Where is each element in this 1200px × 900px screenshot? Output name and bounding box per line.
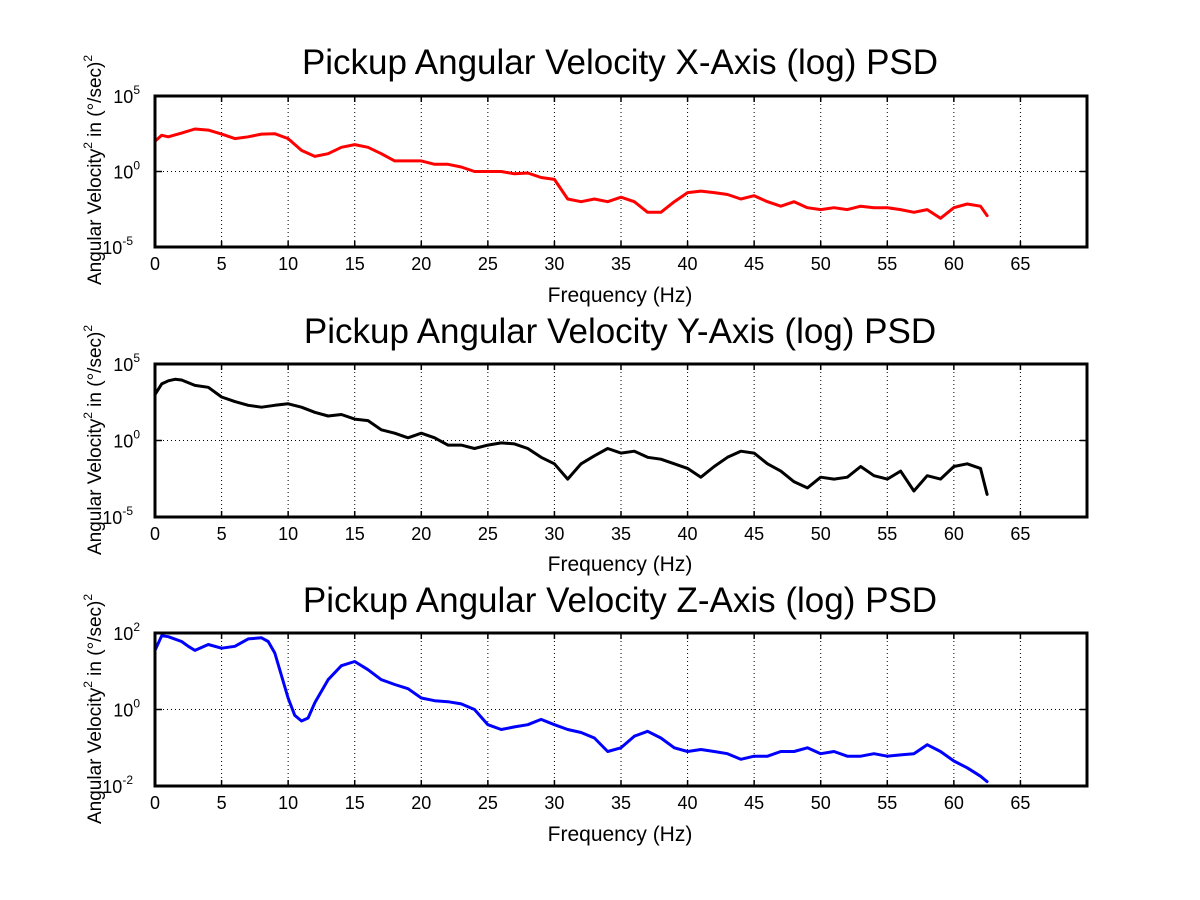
x-tick-label: 65 (1010, 254, 1030, 274)
plot-area: 0 5 10 15 20 25 30 35 40 45 50 55 60 65 10-5 100 105 (102, 351, 1089, 544)
y-tick-label: 100 (113, 697, 140, 721)
y-tick-label: 105 (113, 351, 140, 375)
x-tick-label: 0 (150, 254, 160, 274)
x-tick-label: 60 (944, 793, 964, 813)
x-tick-label: 35 (611, 524, 631, 544)
x-tick-label: 5 (217, 524, 227, 544)
series-line (153, 127, 989, 220)
x-tick-label: 55 (877, 793, 897, 813)
y-tick-label: 10-5 (102, 504, 133, 528)
y-tick-label: 10-5 (102, 234, 133, 258)
x-tick-label: 25 (478, 524, 498, 544)
x-tick-label: 20 (411, 254, 431, 274)
x-tick-label: 60 (944, 254, 964, 274)
x-tick-label: 25 (478, 793, 498, 813)
series-line (153, 634, 989, 784)
x-tick-label: 30 (544, 524, 564, 544)
x-tick-label: 15 (345, 793, 365, 813)
series-line (153, 377, 989, 496)
plot-area: 0 5 10 15 20 25 30 35 40 45 50 55 60 65 10-2 100 102 (102, 620, 1089, 813)
x-tick-label: 25 (478, 254, 498, 274)
plot-area: 0 5 10 15 20 25 30 35 40 45 50 55 60 65 10-5 100 105 (102, 83, 1089, 274)
y-axis-label: Angular Velocity2 in (°/sec)2 (81, 594, 106, 824)
x-tick-label: 65 (1010, 793, 1030, 813)
x-tick-label: 35 (611, 793, 631, 813)
x-tick-label: 45 (744, 793, 764, 813)
x-tick-label: 30 (544, 793, 564, 813)
x-tick-label: 55 (877, 254, 897, 274)
y-tick-label: 100 (113, 159, 140, 183)
x-axis-label: Frequency (Hz) (548, 284, 693, 307)
chart-title: Pickup Angular Velocity Y-Axis (log) PSD (304, 312, 936, 351)
x-tick-label: 10 (278, 793, 298, 813)
panel-y-axis: Pickup Angular Velocity Y-Axis (log) PSD… (102, 312, 1089, 576)
x-tick-label: 50 (811, 254, 831, 274)
x-tick-label: 40 (678, 793, 698, 813)
y-tick-label: 105 (113, 83, 140, 107)
x-tick-label: 0 (150, 793, 160, 813)
y-axis-label: Angular Velocity2 in (°/sec)2 (81, 325, 106, 555)
x-tick-label: 35 (611, 254, 631, 274)
panel-x-axis: Pickup Angular Velocity X-Axis (log) PSD… (102, 43, 1089, 307)
x-tick-label: 5 (217, 254, 227, 274)
y-tick-label: 100 (113, 428, 140, 452)
x-tick-label: 30 (544, 254, 564, 274)
x-tick-label: 50 (811, 524, 831, 544)
x-tick-label: 55 (877, 524, 897, 544)
x-axis-label: Frequency (Hz) (548, 553, 693, 576)
panel-z-axis: Pickup Angular Velocity Z-Axis (log) PSD… (102, 581, 1089, 846)
x-tick-label: 10 (278, 524, 298, 544)
x-tick-label: 45 (744, 254, 764, 274)
x-tick-label: 40 (678, 254, 698, 274)
x-tick-label: 15 (345, 524, 365, 544)
x-tick-label: 15 (345, 254, 365, 274)
x-tick-label: 10 (278, 254, 298, 274)
x-axis-label: Frequency (Hz) (548, 823, 693, 846)
x-tick-label: 5 (217, 793, 227, 813)
x-tick-label: 60 (944, 524, 964, 544)
chart-title: Pickup Angular Velocity X-Axis (log) PSD (302, 43, 938, 82)
x-tick-label: 40 (678, 524, 698, 544)
chart-title: Pickup Angular Velocity Z-Axis (log) PSD (303, 581, 937, 620)
x-tick-label: 45 (744, 524, 764, 544)
y-tick-label: 102 (113, 620, 140, 644)
y-tick-label: 10-2 (102, 773, 133, 797)
x-tick-label: 20 (411, 524, 431, 544)
x-tick-label: 50 (811, 793, 831, 813)
x-tick-label: 65 (1010, 524, 1030, 544)
x-tick-label: 20 (411, 793, 431, 813)
y-axis-label: Angular Velocity2 in (°/sec)2 (81, 55, 106, 285)
x-tick-label: 0 (150, 524, 160, 544)
